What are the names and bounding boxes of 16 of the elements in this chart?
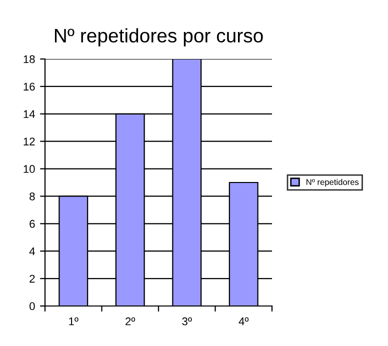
x-tick-label: 2º [126,317,136,326]
y-tick-label: 2 [30,274,35,283]
y-tick-label: 12 [24,138,35,146]
y-tick-label: 10 [24,165,35,173]
y-tick-label: 0 [30,302,35,310]
y-tick-label: 4 [29,247,35,256]
y-tick-label: 6 [30,220,35,228]
x-tick-label: 4º [238,317,249,326]
legend-label: Nº repetidores [306,178,359,187]
chart-title: Nº repetidores por curso [54,28,263,46]
y-tick-label: 16 [24,82,35,91]
x-tick-label: 1º [69,317,78,326]
y-tick-label: 14 [24,110,35,118]
y-tick-label: 8 [30,192,35,200]
y-tick-label: 18 [24,55,35,64]
x-tick-label: 3º [182,317,192,326]
